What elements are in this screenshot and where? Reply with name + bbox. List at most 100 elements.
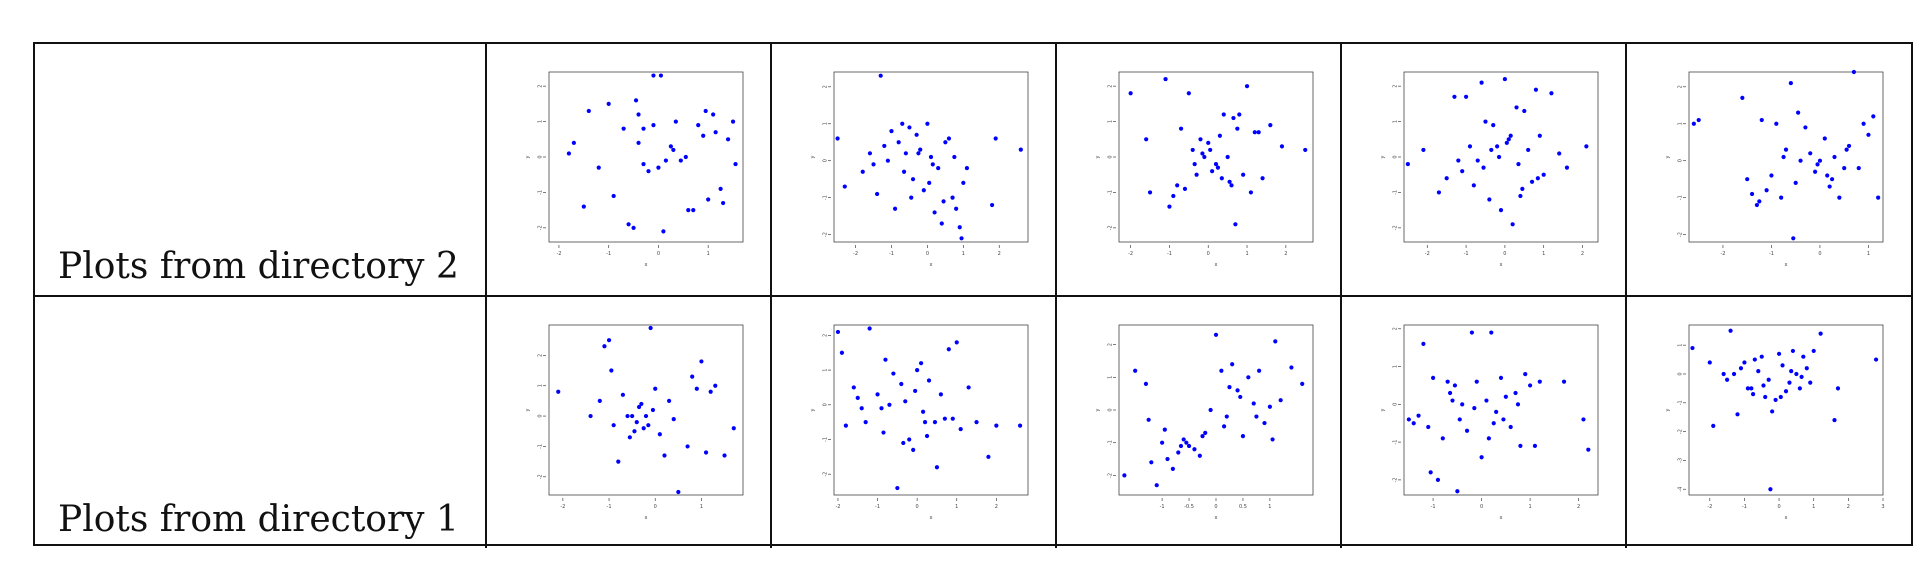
x-tick-label: 0 (1207, 251, 1210, 257)
data-point (725, 137, 731, 142)
data-point (1533, 87, 1539, 92)
plot-frame (1118, 324, 1314, 496)
y-tick-label: -2 (823, 472, 829, 477)
y-tick-label: -2 (1393, 225, 1399, 230)
y-tick-label: 1 (823, 369, 829, 372)
data-point (1231, 115, 1236, 121)
data-point (863, 420, 868, 425)
data-point (1217, 133, 1222, 138)
data-point (1421, 147, 1426, 153)
data-point (1529, 179, 1535, 184)
row-label: Plots from directory 2 (58, 246, 459, 287)
data-point (1780, 363, 1785, 368)
data-point (1799, 374, 1804, 379)
data-point (718, 186, 723, 191)
data-point (1822, 136, 1827, 141)
data-point (1178, 443, 1184, 449)
data-point (701, 133, 706, 138)
data-point (881, 430, 886, 435)
data-point (839, 350, 845, 355)
data-point (950, 195, 955, 200)
data-point (1192, 161, 1197, 167)
data-point (1584, 144, 1589, 149)
data-point (1431, 375, 1436, 380)
data-point (1237, 112, 1242, 117)
y-tick-label: -1 (1678, 400, 1684, 405)
y-tick-label: -1 (1393, 440, 1399, 445)
data-point (1818, 331, 1823, 336)
scatter-plot: -2 -1 0 1 2 -2 -1 0 1 2 x y (1095, 71, 1314, 268)
data-point (678, 158, 683, 163)
data-point (993, 136, 998, 141)
data-point (626, 222, 631, 227)
data-point (1856, 165, 1861, 171)
data-point (694, 386, 699, 391)
data-point (1244, 84, 1250, 89)
data-point (925, 121, 930, 126)
data-point (1750, 392, 1756, 397)
data-point (1871, 114, 1876, 119)
data-point (936, 165, 941, 171)
data-point (1756, 369, 1761, 374)
data-point (1773, 397, 1778, 403)
x-axis-label: x (645, 262, 648, 268)
data-point (1745, 386, 1750, 391)
data-point (1790, 348, 1796, 354)
data-point (954, 340, 959, 345)
data-point (1435, 477, 1441, 482)
data-point (920, 409, 926, 414)
data-point (1757, 199, 1762, 204)
data-point (666, 398, 672, 403)
data-point (1452, 94, 1457, 99)
data-point (648, 325, 653, 331)
data-point (671, 147, 676, 153)
x-tick-label: 1 (1268, 504, 1271, 510)
data-point (867, 151, 873, 156)
data-point (930, 162, 935, 167)
x-tick-label: 2 (998, 251, 1001, 257)
data-point (1300, 381, 1305, 386)
y-tick-label: -1 (823, 195, 829, 200)
data-point (1303, 147, 1308, 153)
plot-frame (1403, 71, 1599, 243)
y-tick-label: 2 (823, 334, 829, 337)
data-point (1770, 409, 1775, 414)
data-point (1489, 147, 1494, 153)
data-point (1479, 455, 1484, 460)
data-point (1182, 186, 1188, 191)
data-point (1504, 140, 1509, 145)
data-point (913, 388, 918, 394)
data-point (1260, 176, 1265, 181)
data-point (919, 361, 924, 366)
data-point (1520, 186, 1525, 191)
data-point (1270, 437, 1275, 442)
data-point (625, 413, 630, 419)
plot-frame (1688, 324, 1884, 496)
data-point (1793, 180, 1798, 185)
data-point (703, 108, 708, 114)
data-point (1774, 121, 1779, 126)
x-tick-label: 2 (1284, 251, 1287, 257)
data-point (1586, 447, 1591, 452)
data-point (1436, 190, 1442, 195)
y-tick-label: -1 (823, 437, 829, 442)
x-tick-label: -1 (889, 251, 894, 257)
data-point (1227, 179, 1232, 184)
data-point (621, 126, 626, 131)
data-point (911, 447, 916, 452)
data-point (1518, 443, 1523, 448)
x-tick-label: -2 (556, 251, 561, 257)
data-point (606, 338, 612, 343)
data-point (673, 119, 678, 124)
row-label-cell: Plots from directory 2 (35, 44, 487, 295)
data-point (934, 465, 940, 470)
data-point (661, 229, 666, 234)
x-tick-label: 1 (1542, 251, 1545, 257)
data-point (1171, 193, 1176, 199)
data-point (1873, 357, 1879, 362)
x-tick-label: 0 (1503, 251, 1506, 257)
y-tick-label: 2 (1108, 343, 1114, 346)
row-label-cell: Plots from directory 1 (35, 297, 487, 548)
data-point (1251, 401, 1256, 406)
data-point (910, 177, 916, 182)
